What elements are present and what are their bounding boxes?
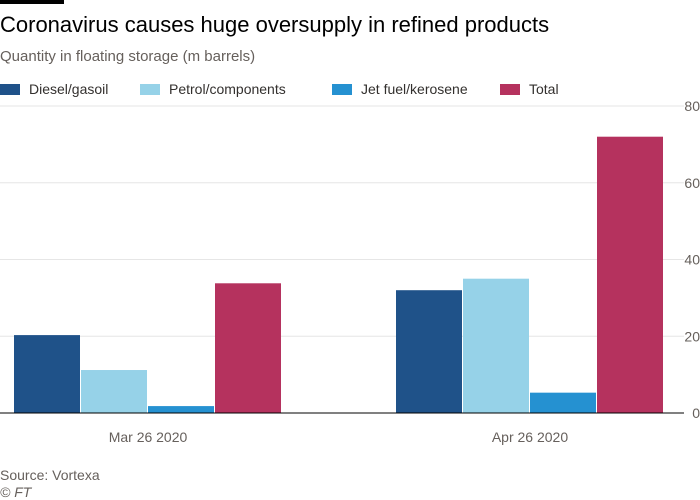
ft-credit: © FT bbox=[0, 484, 32, 500]
ft-top-bar bbox=[0, 0, 64, 4]
legend-item-diesel: Diesel/gasoil bbox=[0, 81, 108, 97]
legend-swatch-petrol bbox=[140, 83, 160, 95]
bar-total-0 bbox=[215, 283, 281, 413]
legend: Diesel/gasoil Petrol/components Jet fuel… bbox=[0, 81, 680, 97]
bar-diesel-gasoil-0 bbox=[14, 335, 80, 413]
legend-item-jet-fuel: Jet fuel/kerosene bbox=[332, 81, 468, 97]
bar-petrol-components-0 bbox=[81, 370, 147, 413]
x-tick-label-0: Mar 26 2020 bbox=[109, 429, 188, 445]
y-tick-label-20: 20 bbox=[684, 328, 700, 344]
chart-title: Coronavirus causes huge oversupply in re… bbox=[0, 12, 550, 37]
chart-subtitle: Quantity in floating storage (m barrels) bbox=[0, 48, 256, 65]
legend-label-diesel: Diesel/gasoil bbox=[29, 81, 109, 97]
bar-jet-fuel-kerosene-1 bbox=[530, 392, 596, 413]
bar-petrol-components-1 bbox=[463, 278, 529, 413]
legend-label-petrol: Petrol/components bbox=[169, 81, 286, 97]
x-tick-label-1: Apr 26 2020 bbox=[492, 429, 568, 445]
legend-item-petrol: Petrol/components bbox=[140, 81, 286, 97]
legend-swatch-diesel bbox=[0, 83, 20, 95]
legend-label-total: Total bbox=[529, 81, 559, 97]
y-tick-label-0: 0 bbox=[692, 405, 700, 421]
legend-item-total: Total bbox=[500, 81, 559, 97]
bar-jet-fuel-kerosene-0 bbox=[148, 406, 214, 413]
y-tick-label-40: 40 bbox=[684, 252, 700, 268]
y-tick-label-60: 60 bbox=[684, 175, 700, 191]
legend-swatch-total bbox=[500, 83, 520, 95]
bar-total-1 bbox=[597, 136, 663, 413]
bar-diesel-gasoil-1 bbox=[396, 290, 462, 413]
source-note: Source: Vortexa bbox=[0, 467, 100, 483]
legend-swatch-jet-fuel bbox=[332, 83, 352, 95]
legend-label-jet-fuel: Jet fuel/kerosene bbox=[361, 81, 468, 97]
y-tick-label-80: 80 bbox=[684, 98, 700, 114]
